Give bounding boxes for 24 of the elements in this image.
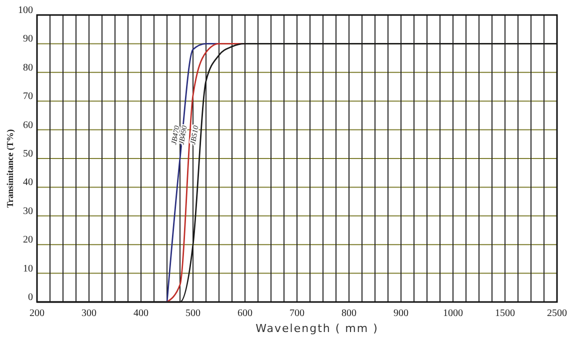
y-axis-title: Transimitance (T%) — [5, 129, 15, 208]
y-tick-label: 30 — [23, 206, 33, 217]
y-tick-label: 90 — [23, 34, 33, 45]
x-tick-label: 2500 — [547, 308, 567, 319]
y-tick-label: 20 — [23, 234, 33, 246]
y-tick-label: 100 — [18, 5, 33, 16]
x-tick-label: 1500 — [495, 308, 515, 319]
x-tick-label: 500 — [186, 308, 200, 319]
x-axis-title: Wavelength ( mm ) — [256, 322, 378, 335]
y-tick-label: 40 — [23, 177, 33, 188]
y-tick-label: 80 — [23, 62, 33, 74]
x-tick-label: 400 — [134, 308, 148, 319]
x-tick-label: 1000 — [443, 308, 463, 319]
x-tick-label: 200 — [30, 308, 44, 319]
y-tick-label: 0 — [28, 292, 33, 303]
x-tick-label: 800 — [342, 308, 356, 319]
x-tick-label: 300 — [82, 308, 96, 319]
x-tick-label: 700 — [290, 308, 304, 319]
y-tick-label: 10 — [23, 263, 33, 274]
x-tick-label: 900 — [394, 308, 408, 319]
x-tick-label: 600 — [238, 308, 252, 319]
y-tick-label: 60 — [23, 120, 33, 131]
y-tick-label: 50 — [23, 148, 33, 160]
y-tick-label: 70 — [23, 91, 33, 102]
